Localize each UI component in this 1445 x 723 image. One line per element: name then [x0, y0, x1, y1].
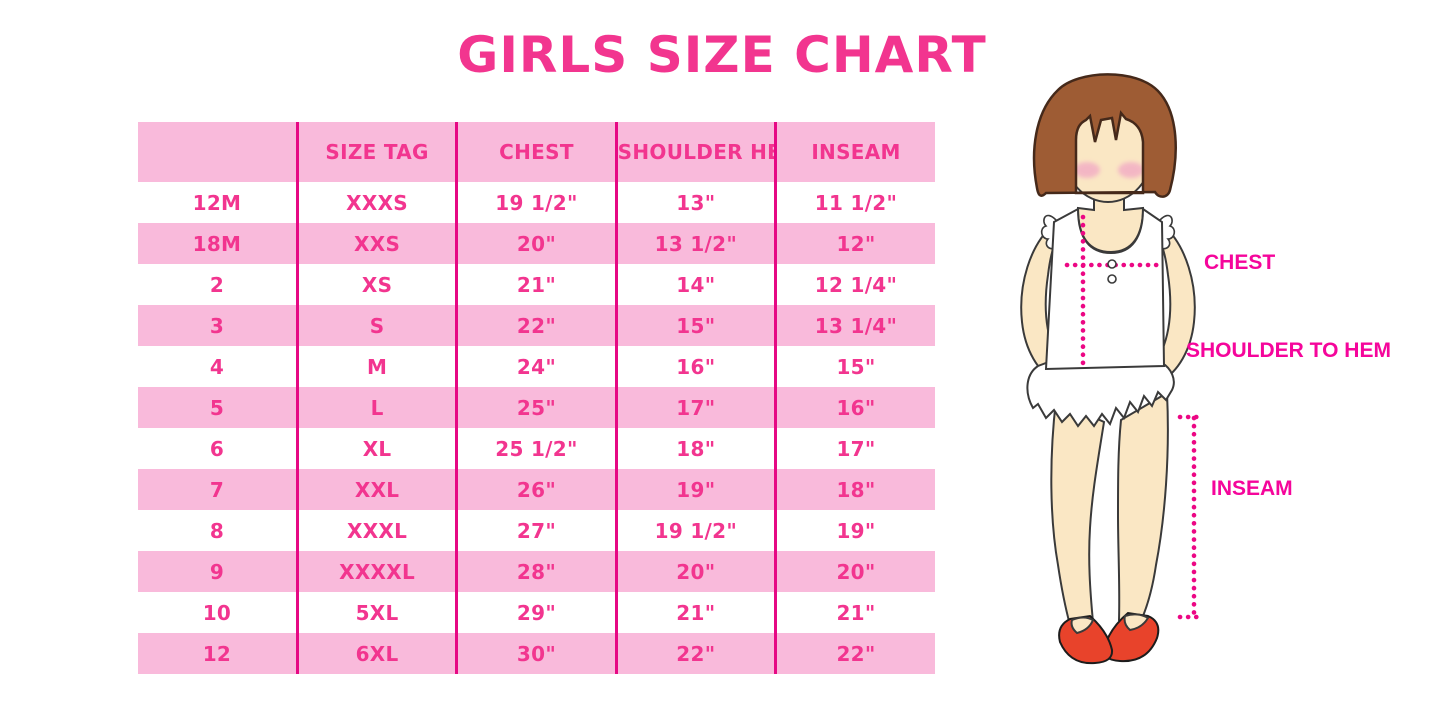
table-cell: 16"	[774, 387, 935, 428]
table-cell: 22"	[774, 633, 935, 674]
table-cell: 15"	[614, 305, 776, 346]
right-leg	[1116, 391, 1169, 625]
table-cell: 18"	[774, 469, 935, 510]
table-cell: 12	[138, 633, 298, 674]
girl-illustration	[1020, 73, 1207, 665]
table-cell: M	[295, 346, 457, 387]
table-row: 12 6XL 30" 22" 22"	[138, 633, 935, 674]
bottom-button	[1107, 274, 1117, 284]
table-cell: 25 1/2"	[455, 428, 617, 469]
table-row: 3 S 22" 15" 13 1/4"	[138, 305, 935, 346]
table-cell: XXS	[295, 223, 457, 264]
table-cell: 21"	[774, 592, 935, 633]
table-row: 8 XXXL 27" 19 1/2" 19"	[138, 510, 935, 551]
table-row: 7 XXL 26" 19" 18"	[138, 469, 935, 510]
skirt	[1026, 362, 1175, 428]
shoulder-to-hem-label: SHOULDER TO HEM	[1186, 339, 1391, 362]
table-cell: 21"	[614, 592, 776, 633]
table-cell: 26"	[455, 469, 617, 510]
table-cell: 14"	[614, 264, 776, 305]
table-row: 2 XS 21" 14" 12 1/4"	[138, 264, 935, 305]
table-cell: 28"	[455, 551, 617, 592]
top-button	[1107, 259, 1117, 269]
table-cell: S	[295, 305, 457, 346]
table-row: 10 5XL 29" 21" 21"	[138, 592, 935, 633]
table-row: 4 M 24" 16" 15"	[138, 346, 935, 387]
bodice	[1044, 207, 1166, 371]
table-row: 9 XXXXL 28" 20" 20"	[138, 551, 935, 592]
table-row: 12M XXXS 19 1/2" 13" 11 1/2"	[138, 182, 935, 223]
table-cell: 3	[138, 305, 298, 346]
table-cell: 16"	[614, 346, 776, 387]
table-cell: 2	[138, 264, 298, 305]
table-cell: 12 1/4"	[774, 264, 935, 305]
table-cell: 13"	[614, 182, 776, 223]
table-cell: 18"	[614, 428, 776, 469]
table-cell: 15"	[774, 346, 935, 387]
table-cell: 5	[138, 387, 298, 428]
table-cell: 8	[138, 510, 298, 551]
table-cell: 19"	[614, 469, 776, 510]
page-title: GIRLS SIZE CHART	[457, 26, 987, 84]
table-cell: 19 1/2"	[455, 182, 617, 223]
table-row: 18M XXS 20" 13 1/2" 12"	[138, 223, 935, 264]
left-leg	[1050, 398, 1106, 627]
column-header: INSEAM	[774, 122, 935, 182]
left-shoe-opening	[1070, 616, 1095, 635]
chest-label: CHEST	[1204, 251, 1276, 274]
table-cell: 25"	[455, 387, 617, 428]
hair	[1032, 73, 1177, 198]
table-cell: 17"	[774, 428, 935, 469]
column-header: CHEST	[455, 122, 617, 182]
table-row: 5 L 25" 17" 16"	[138, 387, 935, 428]
table-cell: XXXL	[295, 510, 457, 551]
table-cell: 24"	[455, 346, 617, 387]
table-cell: 11 1/2"	[774, 182, 935, 223]
table-cell: XS	[295, 264, 457, 305]
table-cell: 20"	[455, 223, 617, 264]
table-body: 12M XXXS 19 1/2" 13" 11 1/2" 18M XXS 20" 13 1/2"…	[138, 182, 935, 674]
table-cell: 6	[138, 428, 298, 469]
table-cell: 6XL	[295, 633, 457, 674]
table-cell: 12M	[138, 182, 298, 223]
left-blush	[1074, 162, 1100, 178]
table-cell: 9	[138, 551, 298, 592]
table-cell: 19 1/2"	[614, 510, 776, 551]
table-cell: 18M	[138, 223, 298, 264]
table-cell: 29"	[455, 592, 617, 633]
right-blush	[1118, 162, 1144, 178]
column-header: SIZE TAG	[295, 122, 457, 182]
table-cell: 5XL	[295, 592, 457, 633]
table-cell: 13 1/2"	[614, 223, 776, 264]
table-cell: 30"	[455, 633, 617, 674]
table-cell: XL	[295, 428, 457, 469]
table-cell: XXL	[295, 469, 457, 510]
table-cell: 22"	[455, 305, 617, 346]
table-cell: 20"	[774, 551, 935, 592]
table-cell: 4	[138, 346, 298, 387]
table-cell: 10	[138, 592, 298, 633]
table-cell: 13 1/4"	[774, 305, 935, 346]
column-header	[138, 122, 298, 182]
column-header: SHOULDER HEM	[614, 122, 776, 182]
inseam-label: INSEAM	[1211, 477, 1293, 500]
right-shoe-opening	[1123, 613, 1150, 632]
table-row: 6 XL 25 1/2" 18" 17"	[138, 428, 935, 469]
table-cell: 7	[138, 469, 298, 510]
table-cell: 17"	[614, 387, 776, 428]
table-cell: 22"	[614, 633, 776, 674]
table-cell: 27"	[455, 510, 617, 551]
table-cell: XXXXL	[295, 551, 457, 592]
table-cell: 19"	[774, 510, 935, 551]
table-cell: XXXS	[295, 182, 457, 223]
table-cell: 12"	[774, 223, 935, 264]
table-cell: L	[295, 387, 457, 428]
table-cell: 21"	[455, 264, 617, 305]
table-cell: 20"	[614, 551, 776, 592]
